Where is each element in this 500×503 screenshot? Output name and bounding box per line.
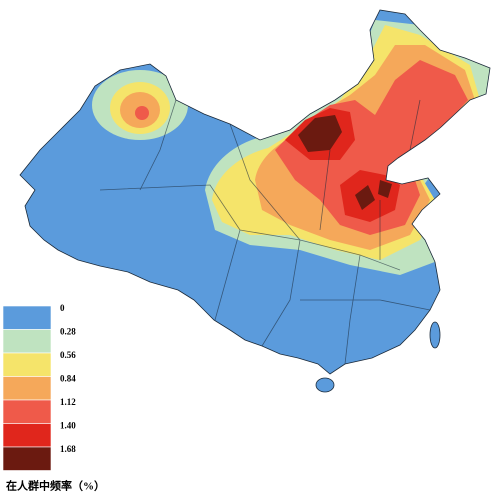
legend: 0 0.28 0.56 0.84 1.12 1.40 1.68	[2, 303, 76, 471]
province-borders	[99, 99, 431, 365]
legend-label: 1.68	[60, 444, 76, 454]
region-level-6	[298, 115, 392, 210]
legend-label: 1.40	[60, 421, 76, 431]
legend-swatch	[2, 352, 52, 377]
legend-title: 在人群中频率（%）	[6, 479, 105, 493]
region-level-4	[135, 106, 149, 120]
legend-label: 1.12	[60, 397, 76, 407]
hainan	[315, 377, 335, 393]
legend-label: 0.56	[60, 350, 76, 360]
legend-swatch	[2, 399, 52, 424]
legend-swatch	[2, 423, 52, 448]
legend-swatch	[2, 376, 52, 401]
legend-swatch	[2, 446, 52, 471]
taiwan	[429, 321, 441, 349]
region-level-4	[275, 60, 468, 235]
legend-swatch	[2, 305, 52, 330]
legend-swatch	[2, 329, 52, 354]
legend-label: 0.84	[60, 374, 76, 384]
legend-label: 0	[60, 303, 65, 313]
legend-label: 0.28	[60, 327, 76, 337]
